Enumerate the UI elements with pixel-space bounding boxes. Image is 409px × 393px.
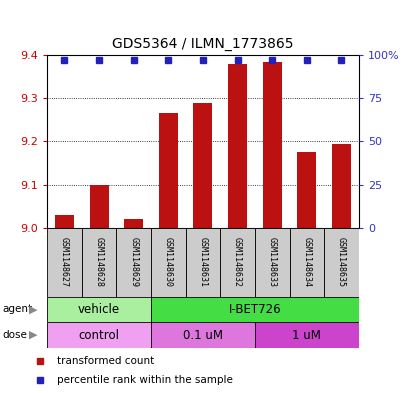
- Bar: [151, 228, 185, 297]
- Text: 1 uM: 1 uM: [292, 329, 321, 342]
- Text: ▶: ▶: [29, 305, 38, 314]
- Bar: [254, 322, 358, 348]
- Bar: [47, 228, 81, 297]
- Bar: [331, 143, 350, 228]
- Bar: [124, 219, 143, 228]
- Text: GSM1148628: GSM1148628: [94, 237, 103, 287]
- Bar: [297, 152, 316, 228]
- Bar: [262, 61, 281, 228]
- Text: vehicle: vehicle: [78, 303, 120, 316]
- Bar: [151, 322, 254, 348]
- Text: GSM1148630: GSM1148630: [164, 237, 173, 287]
- Bar: [151, 297, 358, 322]
- Bar: [47, 297, 151, 322]
- Bar: [116, 228, 151, 297]
- Text: 0.1 uM: 0.1 uM: [182, 329, 222, 342]
- Bar: [55, 215, 74, 228]
- Bar: [193, 103, 212, 228]
- Bar: [47, 322, 151, 348]
- Bar: [220, 228, 254, 297]
- Bar: [227, 64, 247, 228]
- Text: ▶: ▶: [29, 330, 38, 340]
- Text: agent: agent: [2, 305, 32, 314]
- Bar: [158, 113, 178, 228]
- Text: dose: dose: [2, 330, 27, 340]
- Bar: [185, 228, 220, 297]
- Text: GSM1148635: GSM1148635: [336, 237, 345, 287]
- Text: I-BET726: I-BET726: [228, 303, 281, 316]
- Text: GSM1148633: GSM1148633: [267, 237, 276, 287]
- Bar: [89, 185, 108, 228]
- Bar: [254, 228, 289, 297]
- Text: GSM1148632: GSM1148632: [232, 237, 241, 287]
- Text: GSM1148634: GSM1148634: [301, 237, 310, 287]
- Text: control: control: [79, 329, 119, 342]
- Bar: [324, 228, 358, 297]
- Text: transformed count: transformed count: [56, 356, 153, 366]
- Text: GSM1148631: GSM1148631: [198, 237, 207, 287]
- Text: GSM1148627: GSM1148627: [60, 237, 69, 287]
- Title: GDS5364 / ILMN_1773865: GDS5364 / ILMN_1773865: [112, 37, 293, 51]
- Text: percentile rank within the sample: percentile rank within the sample: [56, 375, 232, 386]
- Bar: [289, 228, 324, 297]
- Bar: [81, 228, 116, 297]
- Text: GSM1148629: GSM1148629: [129, 237, 138, 287]
